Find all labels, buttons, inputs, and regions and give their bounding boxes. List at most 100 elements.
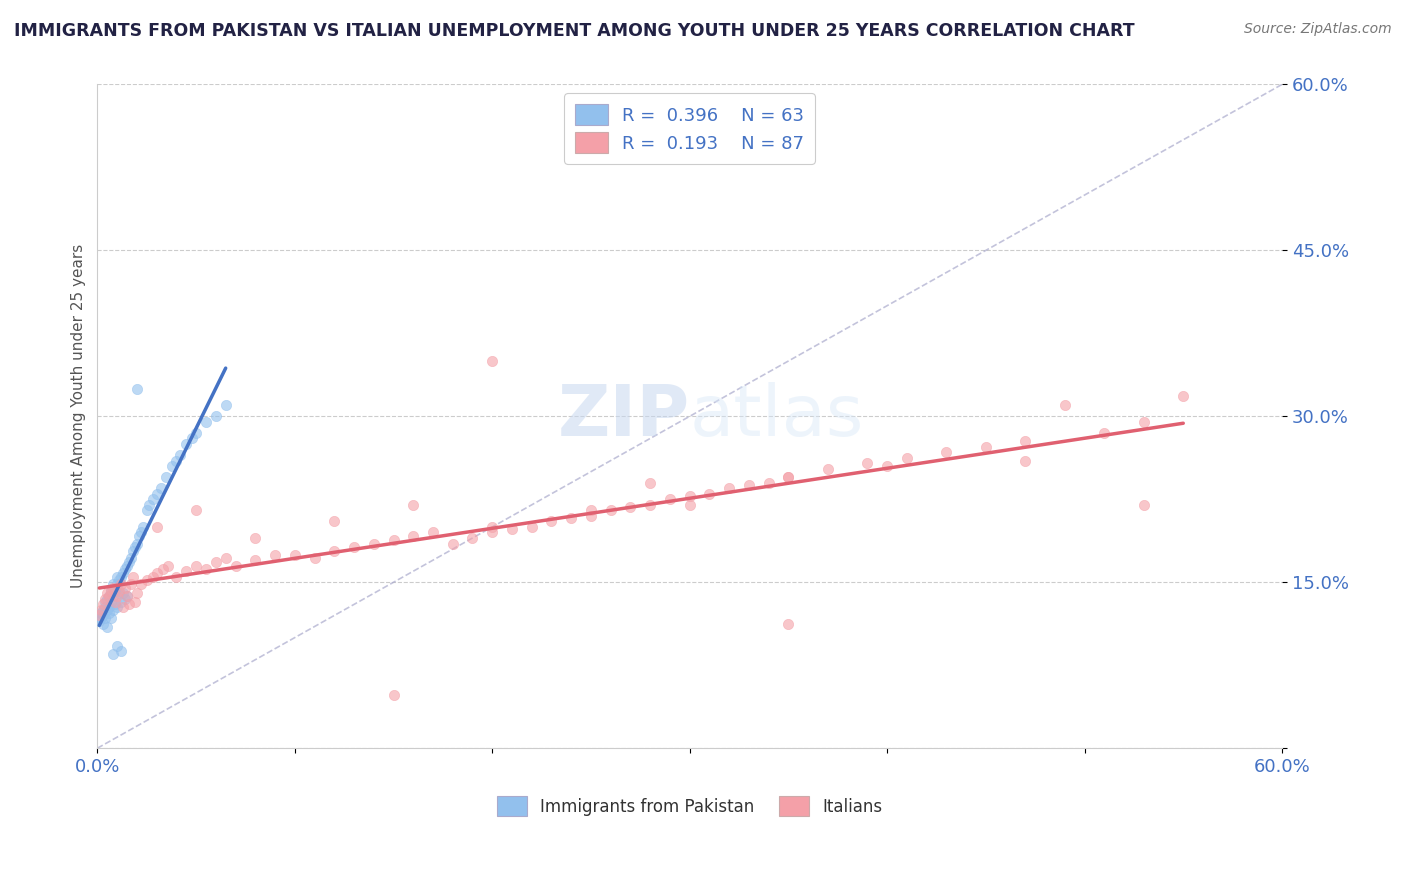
Point — [101, 581, 124, 595]
Point — [1053, 398, 1076, 412]
Point — [461, 531, 484, 545]
Point — [129, 577, 152, 591]
Point — [91, 617, 114, 632]
Point — [105, 599, 128, 614]
Point — [343, 540, 366, 554]
Point — [118, 555, 141, 569]
Text: ZIP: ZIP — [557, 382, 690, 450]
Point — [122, 544, 145, 558]
Point — [560, 511, 582, 525]
Point — [90, 603, 112, 617]
Text: IMMIGRANTS FROM PAKISTAN VS ITALIAN UNEMPLOYMENT AMONG YOUTH UNDER 25 YEARS CORR: IMMIGRANTS FROM PAKISTAN VS ITALIAN UNEM… — [14, 22, 1135, 40]
Point — [124, 540, 146, 554]
Point — [104, 595, 127, 609]
Point — [110, 595, 132, 609]
Point — [105, 577, 128, 591]
Point — [111, 566, 134, 581]
Point — [245, 553, 267, 567]
Point — [90, 607, 112, 621]
Point — [481, 520, 503, 534]
Point — [101, 647, 124, 661]
Point — [105, 570, 128, 584]
Point — [162, 459, 184, 474]
Point — [204, 409, 226, 424]
Point — [501, 522, 523, 536]
Point — [101, 589, 124, 603]
Point — [264, 548, 287, 562]
Point — [520, 520, 543, 534]
Point — [165, 570, 187, 584]
Point — [101, 603, 124, 617]
Point — [114, 591, 136, 606]
Point — [540, 515, 562, 529]
Point — [152, 562, 174, 576]
Point — [876, 459, 898, 474]
Point — [204, 555, 226, 569]
Legend: Immigrants from Pakistan, Italians: Immigrants from Pakistan, Italians — [489, 789, 890, 822]
Point — [142, 570, 165, 584]
Point — [104, 598, 127, 612]
Point — [94, 599, 117, 614]
Point — [105, 640, 128, 654]
Point — [165, 453, 187, 467]
Point — [135, 503, 157, 517]
Text: atlas: atlas — [690, 382, 865, 450]
Point — [1132, 415, 1154, 429]
Point — [157, 558, 180, 573]
Point — [138, 498, 160, 512]
Point — [441, 536, 464, 550]
Point — [817, 462, 839, 476]
Point — [856, 456, 879, 470]
Point — [91, 598, 114, 612]
Point — [96, 586, 118, 600]
Point — [118, 598, 141, 612]
Point — [284, 548, 307, 562]
Point — [1014, 434, 1036, 448]
Point — [363, 536, 385, 550]
Point — [194, 562, 217, 576]
Point — [142, 492, 165, 507]
Point — [108, 584, 131, 599]
Point — [699, 487, 721, 501]
Point — [100, 584, 122, 599]
Point — [122, 570, 145, 584]
Point — [145, 487, 167, 501]
Point — [100, 595, 122, 609]
Point — [184, 503, 207, 517]
Point — [174, 564, 197, 578]
Point — [98, 607, 121, 621]
Point — [174, 437, 197, 451]
Point — [128, 529, 150, 543]
Point — [101, 577, 124, 591]
Point — [98, 599, 121, 614]
Point — [579, 503, 602, 517]
Point — [1092, 425, 1115, 440]
Point — [100, 584, 122, 599]
Point — [104, 584, 127, 599]
Point — [90, 610, 112, 624]
Point — [215, 550, 238, 565]
Point — [181, 432, 204, 446]
Point — [108, 586, 131, 600]
Point — [422, 525, 444, 540]
Point — [111, 586, 134, 600]
Point — [638, 498, 661, 512]
Point — [110, 570, 132, 584]
Point — [738, 478, 761, 492]
Point — [402, 529, 425, 543]
Point — [145, 520, 167, 534]
Point — [638, 475, 661, 490]
Point — [124, 595, 146, 609]
Point — [129, 525, 152, 540]
Point — [679, 489, 702, 503]
Point — [115, 558, 138, 573]
Point — [184, 425, 207, 440]
Point — [169, 448, 191, 462]
Point — [935, 444, 957, 458]
Point — [304, 550, 326, 565]
Point — [579, 508, 602, 523]
Point — [718, 481, 741, 495]
Point — [1132, 498, 1154, 512]
Point — [481, 525, 503, 540]
Point — [115, 589, 138, 603]
